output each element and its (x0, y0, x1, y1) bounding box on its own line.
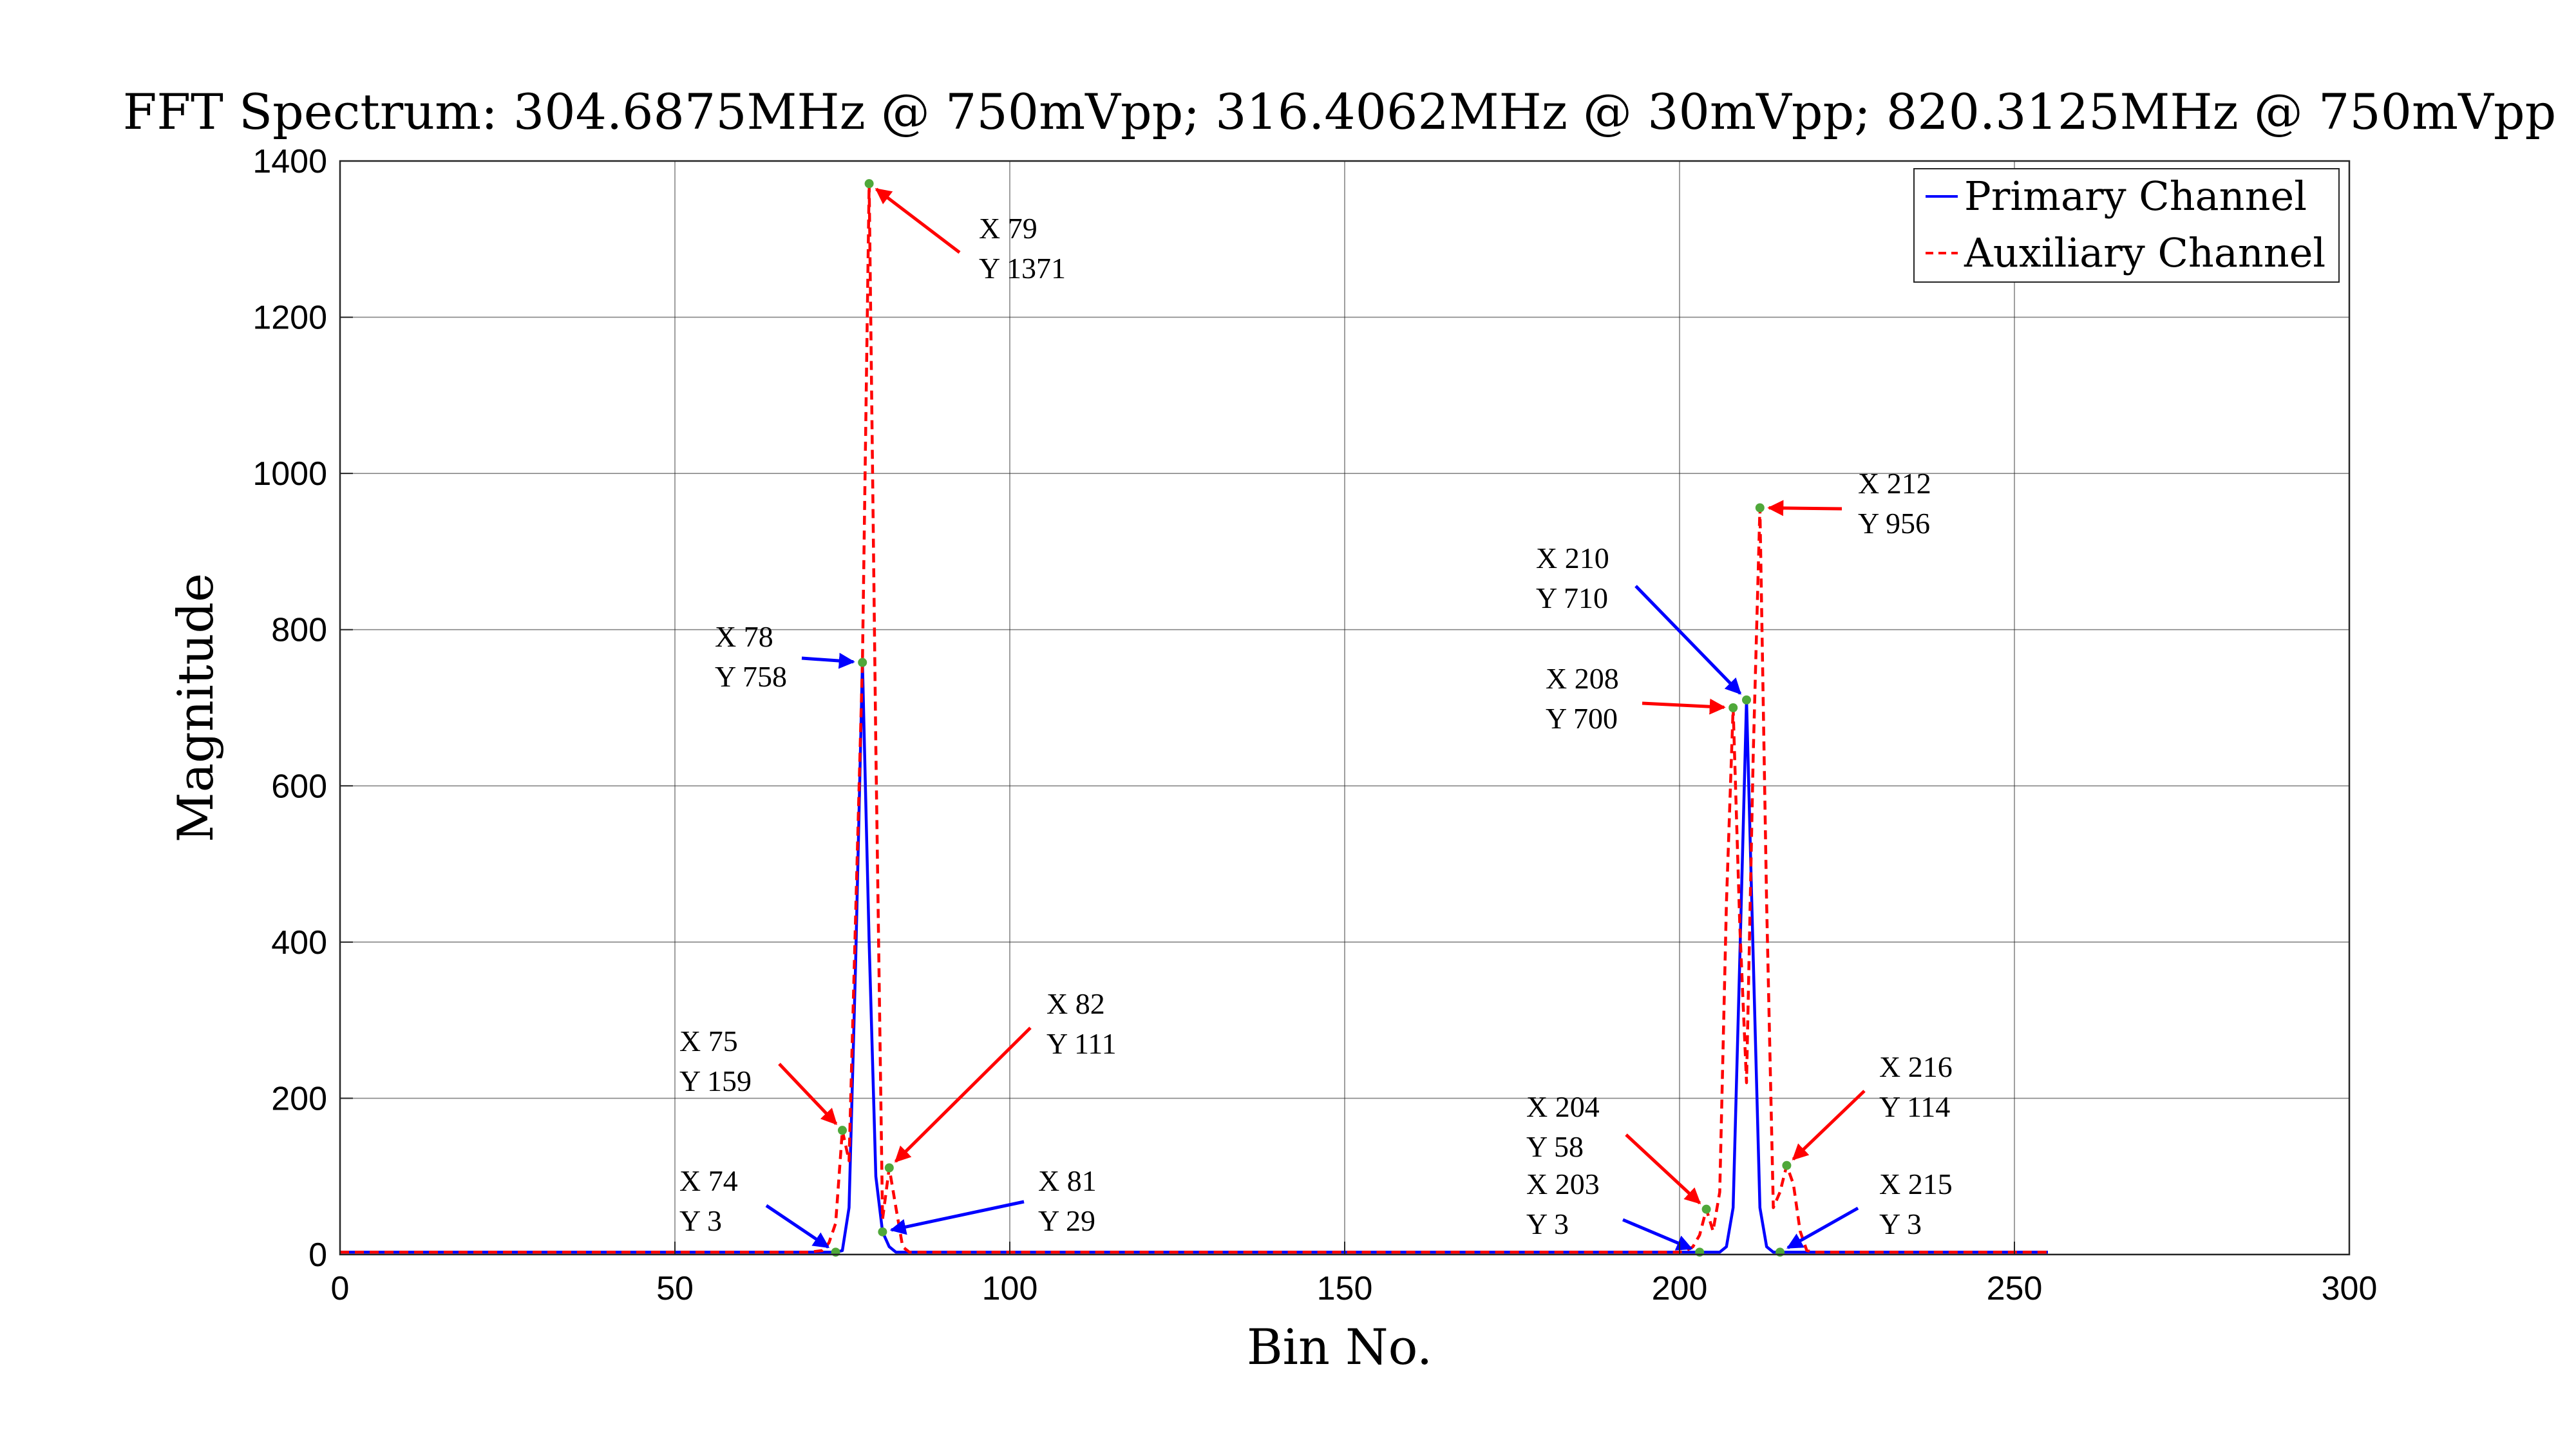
datatip-x-label: X 212 (1858, 467, 1931, 500)
datatip-y-label: Y 956 (1858, 507, 1930, 540)
x-tick-label: 150 (1317, 1270, 1373, 1307)
datatip-point (1701, 1204, 1711, 1214)
legend-box (1913, 168, 2340, 283)
datatip-x-label: X 79 (979, 212, 1037, 245)
datatip-arrow (1622, 1218, 1693, 1251)
y-axis-label: Magnitude (167, 573, 224, 842)
datatip-y-label: Y 3 (1879, 1208, 1922, 1240)
datatip-x-label: X 82 (1046, 987, 1105, 1020)
datatip-x-label: X 74 (679, 1164, 738, 1197)
datatip-arrow (1786, 1206, 1859, 1249)
datatip-arrow (1625, 1133, 1701, 1204)
x-tick-label: 100 (982, 1270, 1038, 1307)
datatip-point (831, 1247, 840, 1257)
x-axis-label: Bin No. (1247, 1318, 1432, 1376)
series-line-primary (340, 661, 2048, 1254)
datatip-x-label: X 208 (1546, 662, 1619, 695)
datatip-y-label: Y 710 (1536, 582, 1608, 614)
y-tick-label: 600 (271, 768, 327, 805)
datatip-x-label: X 215 (1879, 1168, 1953, 1200)
datatip-y-label: Y 1371 (979, 252, 1066, 285)
datatip-point (838, 1126, 847, 1135)
y-tick-label: 1200 (252, 299, 327, 337)
chart-title: FFT Spectrum: 304.6875MHz @ 750mVpp; 316… (123, 83, 2557, 140)
datatip-point (884, 1163, 894, 1173)
datatip-arrow (1792, 1090, 1866, 1160)
datatip-x-label: X 210 (1536, 542, 1609, 574)
x-tick-label: 50 (656, 1270, 694, 1307)
datatip-x-label: X 75 (679, 1025, 738, 1057)
legend-entry-primary-channel: Primary Channel (1964, 173, 2307, 220)
legend-entry-auxiliary-channel: Auxiliary Channel (1964, 229, 2325, 276)
datatip-point (878, 1227, 887, 1236)
datatip-y-label: Y 111 (1046, 1027, 1117, 1060)
datatip-y-label: Y 159 (679, 1065, 752, 1097)
datatip-point (1755, 503, 1765, 513)
datatip-x-label: X 78 (715, 620, 773, 653)
datatip-layer: X 79 Y 1371 X 78 Y 758 X 75 Y 159 X 74 Y 3 X 82 Y… (679, 179, 1953, 1257)
datatip-x-label: X 216 (1879, 1050, 1953, 1083)
datatip-point (1695, 1247, 1705, 1257)
datatip-arrow (875, 187, 961, 254)
x-tick-label: 300 (2322, 1270, 2378, 1307)
datatip-arrow (1767, 500, 1842, 516)
y-tick-label: 800 (271, 612, 327, 649)
y-tick-label: 400 (271, 924, 327, 961)
datatip-x-label: X 203 (1526, 1168, 1600, 1200)
datatip-arrow (894, 1027, 1032, 1163)
y-tick-labels: 0 200 400 600 800 1000 1200 1400 (252, 143, 353, 1274)
series-line-auxiliary (340, 182, 2048, 1254)
datatip-y-label: Y 3 (1526, 1208, 1569, 1240)
x-tick-label: 250 (1987, 1270, 2043, 1307)
datatip-point (864, 179, 874, 189)
datatip-arrow (889, 1200, 1025, 1235)
datatip-y-label: Y 29 (1038, 1204, 1095, 1237)
datatip-arrow (1634, 585, 1742, 695)
datatip-arrow (778, 1063, 838, 1125)
y-tick-label: 0 (308, 1236, 327, 1274)
x-tick-label: 200 (1652, 1270, 1708, 1307)
datatip-y-label: Y 58 (1526, 1130, 1584, 1163)
series-layer (340, 182, 2048, 1254)
datatip-arrow (765, 1204, 830, 1249)
grid-lines (339, 160, 2350, 1255)
y-tick-label: 200 (271, 1080, 327, 1117)
datatip-point (858, 658, 867, 667)
datatip-y-label: Y 758 (715, 660, 787, 693)
datatip-point (1728, 703, 1738, 712)
datatip-point (1776, 1247, 1785, 1257)
datatip-x-label: X 81 (1038, 1164, 1097, 1197)
datatip-y-label: Y 3 (679, 1204, 722, 1237)
y-tick-label: 1400 (252, 143, 327, 180)
datatip-point (1742, 695, 1751, 705)
datatip-x-label: X 204 (1526, 1090, 1600, 1123)
datatip-y-label: Y 114 (1879, 1090, 1950, 1123)
datatip-arrow (801, 652, 855, 669)
datatip-point (1782, 1160, 1792, 1170)
x-tick-labels: 0 50 100 150 200 250 300 (331, 1242, 2378, 1307)
legend: Primary Channel Auxiliary Channel (1913, 168, 2340, 283)
x-tick-label: 0 (331, 1270, 350, 1307)
datatip-arrow (1642, 698, 1726, 715)
y-tick-label: 1000 (252, 455, 327, 493)
datatip-y-label: Y 700 (1546, 702, 1618, 735)
